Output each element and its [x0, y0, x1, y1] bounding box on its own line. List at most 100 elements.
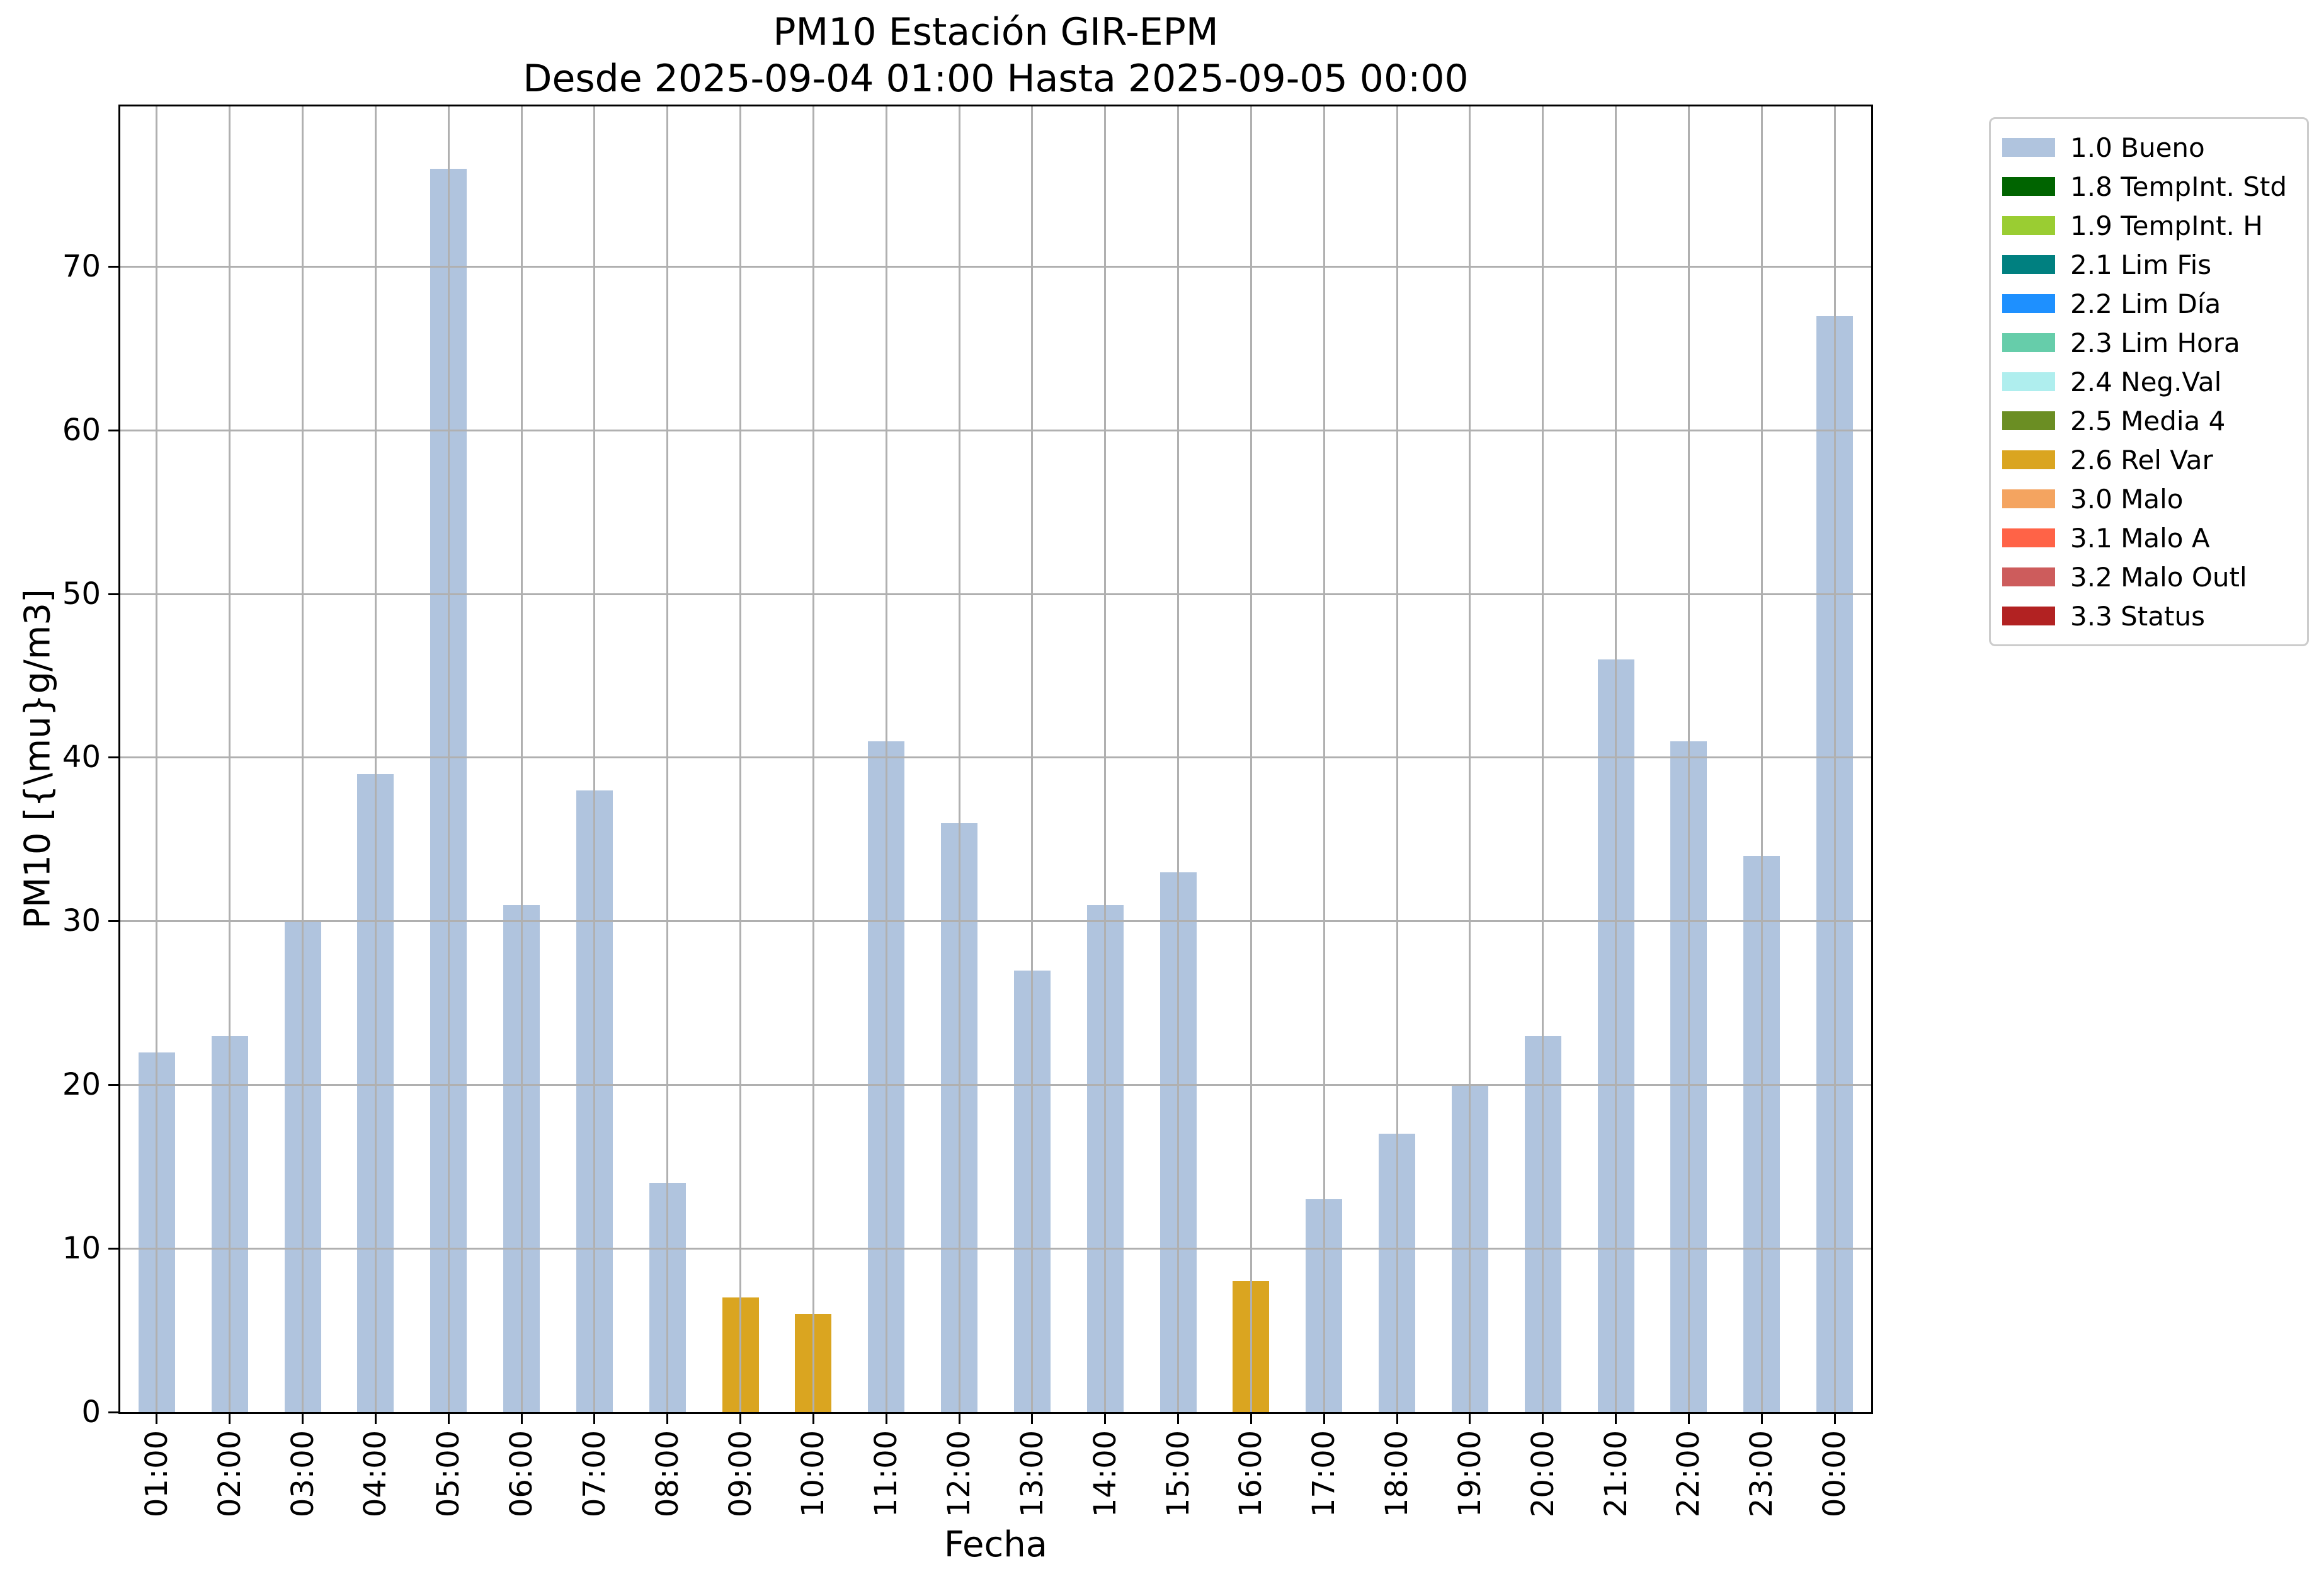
legend-item-1.8 TempInt. Std: 1.8 TempInt. Std	[2002, 167, 2294, 206]
x-tick-14:00	[1104, 1414, 1107, 1424]
gridline-y-30	[120, 920, 1871, 923]
legend-swatch-icon	[2002, 450, 2055, 469]
gridline-x-11:00	[885, 106, 887, 1412]
x-tick-label-09:00: 09:00	[722, 1430, 758, 1518]
x-tick-06:00	[520, 1414, 523, 1424]
legend: 1.0 Bueno 1.8 TempInt. Std 1.9 TempInt. H 2…	[1989, 117, 2309, 646]
gridline-x-18:00	[1396, 106, 1398, 1412]
legend-item-1.9 TempInt. H: 1.9 TempInt. H	[2002, 206, 2294, 245]
legend-swatch-icon	[2002, 489, 2055, 508]
legend-item-label: 1.0 Bueno	[2070, 132, 2205, 163]
y-tick-20	[108, 1083, 118, 1086]
x-tick-22:00	[1687, 1414, 1690, 1424]
y-tick-label-10: 10	[62, 1230, 101, 1266]
x-tick-label-03:00: 03:00	[285, 1430, 321, 1518]
gridline-y-60	[120, 429, 1871, 431]
x-tick-08:00	[666, 1414, 669, 1424]
legend-item-label: 2.3 Lim Hora	[2070, 327, 2240, 358]
x-tick-label-22:00: 22:00	[1671, 1430, 1707, 1518]
x-tick-label-02:00: 02:00	[212, 1430, 248, 1518]
gridline-y-50	[120, 593, 1871, 595]
y-tick-60	[108, 429, 118, 431]
x-tick-13:00	[1031, 1414, 1034, 1424]
gridline-x-03:00	[302, 106, 304, 1412]
gridline-x-17:00	[1323, 106, 1325, 1412]
legend-swatch-icon	[2002, 177, 2055, 196]
x-tick-23:00	[1760, 1414, 1763, 1424]
x-tick-label-01:00: 01:00	[139, 1430, 174, 1518]
gridline-x-08:00	[666, 106, 669, 1412]
gridline-x-16:00	[1250, 106, 1252, 1412]
x-tick-label-21:00: 21:00	[1598, 1430, 1634, 1518]
x-tick-04:00	[374, 1414, 377, 1424]
legend-item-2.2 Lim Día: 2.2 Lim Día	[2002, 284, 2294, 323]
legend-swatch-icon	[2002, 607, 2055, 625]
x-tick-01:00	[156, 1414, 158, 1424]
y-tick-label-20: 20	[62, 1066, 101, 1102]
legend-swatch-icon	[2002, 216, 2055, 235]
legend-swatch-icon	[2002, 138, 2055, 157]
gridline-x-00:00	[1833, 106, 1836, 1412]
legend-item-label: 3.0 Malo	[2070, 483, 2184, 515]
gridline-y-70	[120, 266, 1871, 268]
y-tick-label-50: 50	[62, 576, 101, 612]
x-tick-21:00	[1615, 1414, 1617, 1424]
x-tick-label-00:00: 00:00	[1817, 1430, 1853, 1518]
x-tick-17:00	[1323, 1414, 1325, 1424]
x-tick-20:00	[1542, 1414, 1544, 1424]
legend-swatch-icon	[2002, 567, 2055, 586]
y-tick-label-70: 70	[62, 249, 101, 285]
x-tick-16:00	[1250, 1414, 1252, 1424]
x-tick-label-16:00: 16:00	[1233, 1430, 1269, 1518]
legend-item-3.0 Malo: 3.0 Malo	[2002, 479, 2294, 518]
legend-item-2.4 Neg.Val: 2.4 Neg.Val	[2002, 362, 2294, 401]
gridline-x-10:00	[812, 106, 814, 1412]
x-tick-label-07:00: 07:00	[576, 1430, 612, 1518]
x-tick-label-17:00: 17:00	[1306, 1430, 1342, 1518]
x-tick-03:00	[302, 1414, 304, 1424]
legend-item-label: 3.1 Malo A	[2070, 522, 2210, 554]
y-tick-label-40: 40	[62, 739, 101, 775]
y-tick-50	[108, 593, 118, 595]
legend-item-1.0 Bueno: 1.0 Bueno	[2002, 128, 2294, 167]
y-tick-30	[108, 920, 118, 923]
x-tick-02:00	[229, 1414, 231, 1424]
x-tick-label-12:00: 12:00	[942, 1430, 977, 1518]
gridline-x-21:00	[1615, 106, 1617, 1412]
legend-item-label: 2.1 Lim Fis	[2070, 249, 2212, 280]
y-tick-0	[108, 1411, 118, 1413]
gridline-x-06:00	[520, 106, 523, 1412]
gridline-x-04:00	[374, 106, 377, 1412]
gridline-x-09:00	[739, 106, 742, 1412]
gridline-x-19:00	[1469, 106, 1471, 1412]
gridline-x-15:00	[1177, 106, 1180, 1412]
chart-title: PM10 Estación GIR-EPM	[773, 10, 1219, 54]
y-tick-label-30: 30	[62, 903, 101, 939]
legend-item-label: 1.9 TempInt. H	[2070, 210, 2263, 241]
x-tick-07:00	[593, 1414, 596, 1424]
y-tick-label-0: 0	[81, 1394, 101, 1430]
gridline-x-02:00	[229, 106, 231, 1412]
legend-item-label: 1.8 TempInt. Std	[2070, 171, 2288, 202]
gridline-x-12:00	[958, 106, 960, 1412]
gridline-x-07:00	[593, 106, 596, 1412]
gridline-y-40	[120, 756, 1871, 759]
y-tick-10	[108, 1247, 118, 1250]
legend-item-label: 2.4 Neg.Val	[2070, 366, 2222, 397]
x-tick-10:00	[812, 1414, 814, 1424]
legend-swatch-icon	[2002, 294, 2055, 313]
legend-swatch-icon	[2002, 372, 2055, 391]
x-tick-label-08:00: 08:00	[649, 1430, 685, 1518]
gridline-x-22:00	[1687, 106, 1690, 1412]
x-tick-09:00	[739, 1414, 742, 1424]
x-tick-12:00	[958, 1414, 960, 1424]
x-tick-label-13:00: 13:00	[1014, 1430, 1050, 1518]
x-tick-label-10:00: 10:00	[795, 1430, 831, 1518]
x-tick-label-14:00: 14:00	[1087, 1430, 1123, 1518]
legend-item-label: 2.6 Rel Var	[2070, 444, 2213, 476]
x-tick-05:00	[447, 1414, 450, 1424]
x-tick-00:00	[1833, 1414, 1836, 1424]
y-tick-40	[108, 756, 118, 759]
x-tick-label-19:00: 19:00	[1452, 1430, 1488, 1518]
